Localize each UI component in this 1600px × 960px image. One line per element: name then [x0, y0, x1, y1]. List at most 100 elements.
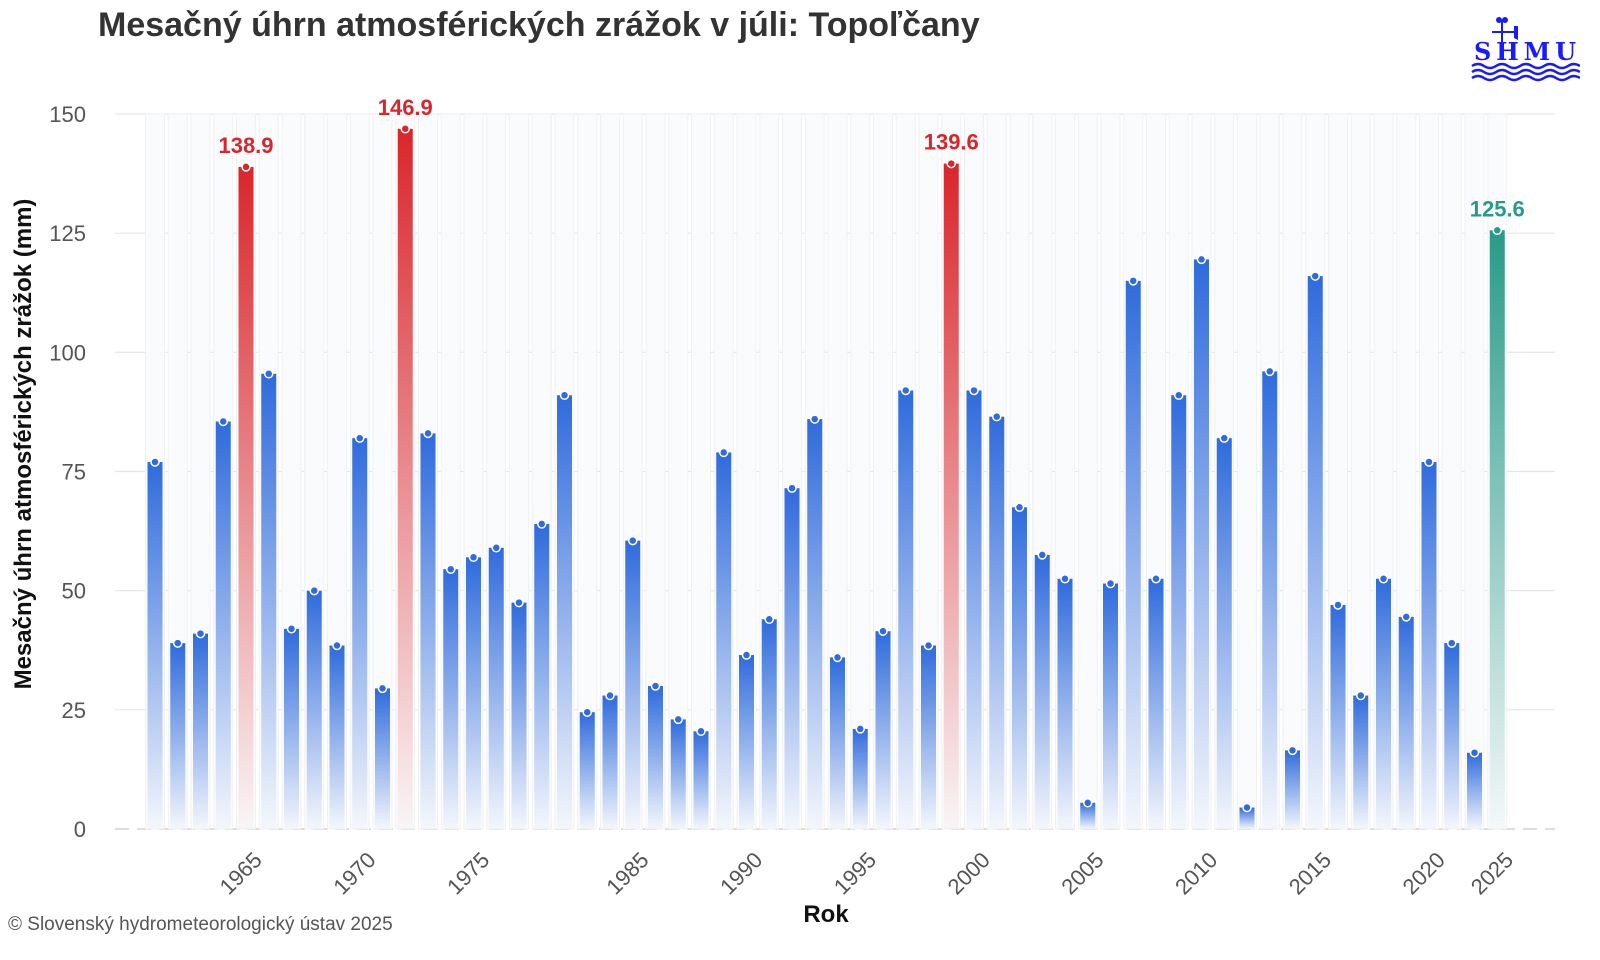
bar-2006[interactable] — [1103, 583, 1118, 829]
bar-1999[interactable] — [943, 163, 959, 829]
bar-1978[interactable] — [534, 523, 550, 829]
y-tick-label: 0 — [74, 817, 86, 842]
bar-2021[interactable] — [1444, 643, 1460, 829]
bar-1977[interactable] — [511, 602, 527, 829]
bar-2020[interactable] — [1421, 461, 1437, 829]
bar-2009[interactable] — [1171, 395, 1187, 829]
bar-point-2008 — [1151, 574, 1161, 584]
bar-point-1999 — [946, 158, 956, 169]
bar-2016[interactable] — [1330, 604, 1346, 829]
bar-1973[interactable] — [420, 433, 436, 829]
bar-1988[interactable] — [693, 731, 709, 829]
bar-1991[interactable] — [761, 619, 777, 829]
bar-point-2001 — [992, 411, 1002, 422]
bar-point-1989 — [719, 447, 729, 458]
bar-1985[interactable] — [625, 540, 641, 829]
x-tick-label: 2015 — [1284, 847, 1336, 899]
bar-1995[interactable] — [852, 728, 868, 829]
bar-point-2018 — [1378, 574, 1389, 584]
bar-1990[interactable] — [739, 655, 754, 829]
x-tick-label: 1965 — [215, 847, 267, 899]
bar-1968[interactable] — [306, 590, 322, 829]
bar-point-2020 — [1424, 457, 1434, 467]
svg-text:SHMU: SHMU — [1474, 37, 1576, 66]
bar-point-2003 — [1037, 550, 1047, 560]
bar-point-2011 — [1219, 433, 1229, 443]
bar-2010[interactable] — [1194, 259, 1209, 830]
bar-2003[interactable] — [1034, 554, 1050, 829]
bar-1974[interactable] — [443, 569, 459, 829]
bar-1964[interactable] — [215, 421, 231, 829]
bar-1972[interactable] — [397, 128, 413, 829]
bar-1963[interactable] — [193, 633, 208, 829]
data-label-1999: 139.6 — [924, 130, 979, 155]
bar-point-1977 — [514, 597, 524, 608]
bar-2002[interactable] — [1012, 507, 1027, 829]
bar-point-1972 — [400, 124, 410, 134]
bar-point-1997 — [901, 385, 911, 396]
bar-1996[interactable] — [875, 631, 891, 829]
bar-point-1961 — [150, 457, 160, 467]
bar-point-2000 — [969, 385, 979, 396]
bar-point-1987 — [673, 714, 683, 725]
bar-point-2002 — [1014, 502, 1025, 512]
bar-point-1962 — [173, 638, 183, 648]
bar-1983[interactable] — [579, 712, 595, 829]
bar-1993[interactable] — [807, 419, 823, 829]
bar-1994[interactable] — [830, 657, 845, 829]
bar-1987[interactable] — [670, 719, 686, 829]
bar-background — [1077, 113, 1098, 830]
x-tick-label: 2020 — [1398, 847, 1450, 899]
bar-point-1993 — [810, 414, 820, 424]
bar-1969[interactable] — [329, 645, 345, 829]
bar-point-1991 — [764, 614, 774, 625]
bar-background — [1282, 113, 1303, 830]
bar-2004[interactable] — [1057, 578, 1073, 829]
bar-2017[interactable] — [1353, 695, 1369, 829]
bar-2011[interactable] — [1216, 438, 1232, 829]
bar-1984[interactable] — [602, 695, 618, 829]
bar-1986[interactable] — [648, 686, 663, 829]
bar-1975[interactable] — [466, 557, 481, 829]
bar-1967[interactable] — [284, 628, 299, 829]
bar-1966[interactable] — [261, 373, 277, 829]
bar-1998[interactable] — [921, 645, 936, 829]
bar-2012[interactable] — [1239, 807, 1255, 829]
bar-point-1996 — [878, 626, 888, 636]
bar-1971[interactable] — [375, 688, 390, 829]
x-tick-label: 2010 — [1170, 847, 1222, 899]
bar-point-1967 — [286, 624, 297, 634]
bar-point-2016 — [1333, 600, 1343, 610]
bar-2018[interactable] — [1376, 578, 1391, 829]
bar-2025[interactable] — [1489, 230, 1505, 830]
bar-2005[interactable] — [1080, 802, 1096, 829]
bar-1962[interactable] — [170, 643, 186, 829]
bar-2015[interactable] — [1307, 276, 1323, 830]
bar-1997[interactable] — [898, 390, 914, 829]
bar-point-2017 — [1356, 690, 1366, 701]
bar-1976[interactable] — [488, 547, 504, 829]
bar-2014[interactable] — [1285, 750, 1300, 829]
bar-1979[interactable] — [557, 395, 572, 829]
bar-point-2025 — [1492, 225, 1502, 236]
bar-1989[interactable] — [716, 452, 732, 829]
bar-1961[interactable] — [147, 461, 163, 829]
bar-1992[interactable] — [784, 488, 800, 829]
bar-2019[interactable] — [1398, 616, 1414, 829]
bar-2024[interactable] — [1467, 752, 1482, 829]
bar-2013[interactable] — [1262, 371, 1278, 829]
bar-background — [1237, 113, 1257, 830]
bar-point-1965 — [241, 162, 251, 172]
bar-point-1988 — [696, 726, 706, 737]
chart-title: Mesačný úhrn atmosférických zrážok v júl… — [98, 6, 980, 44]
bar-2007[interactable] — [1125, 280, 1141, 829]
bar-point-2012 — [1242, 802, 1252, 813]
bar-2008[interactable] — [1148, 578, 1164, 829]
bar-point-1983 — [582, 707, 592, 717]
bar-point-2013 — [1265, 366, 1275, 377]
x-tick-label: 1975 — [442, 847, 494, 899]
bar-2000[interactable] — [966, 390, 982, 829]
bar-1970[interactable] — [352, 438, 368, 829]
bar-2001[interactable] — [989, 416, 1005, 829]
bar-1965[interactable] — [238, 166, 254, 829]
